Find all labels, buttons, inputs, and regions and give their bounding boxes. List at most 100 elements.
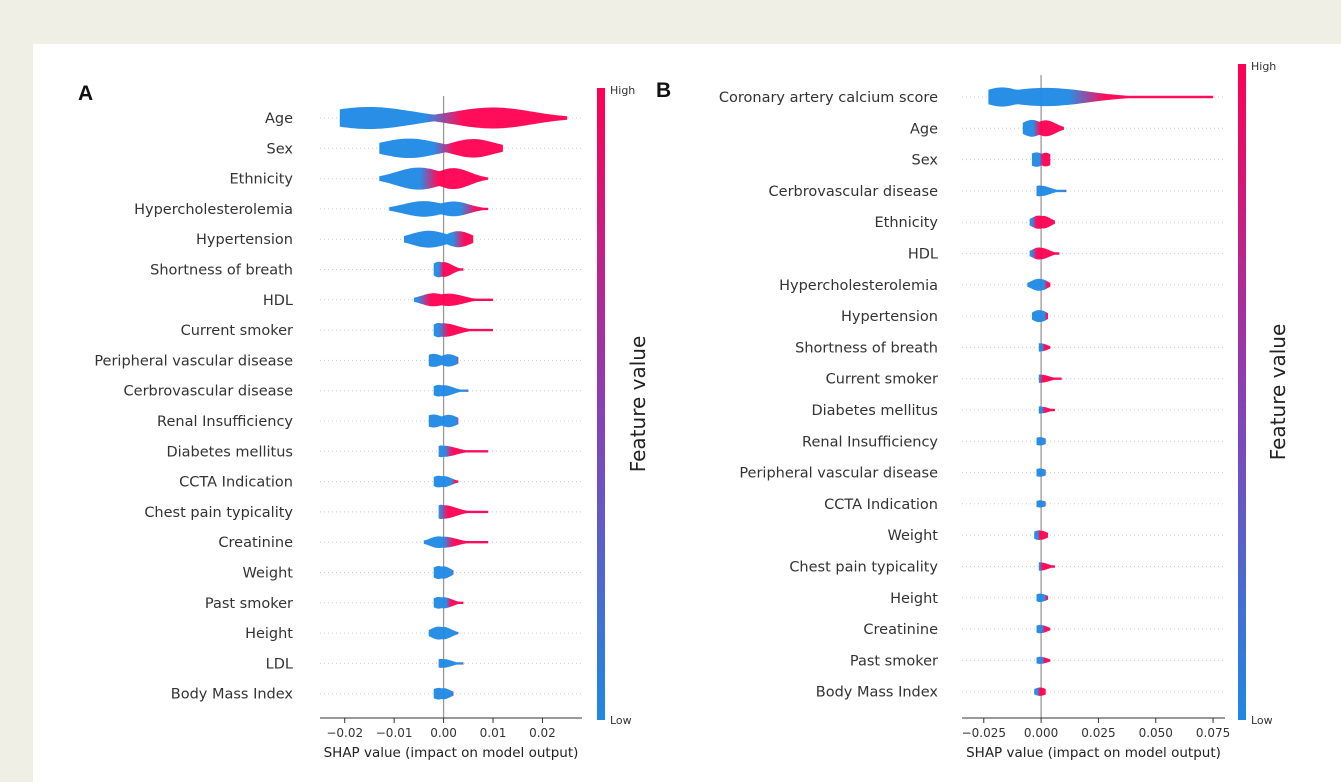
feature-label: Height bbox=[245, 626, 293, 642]
violin-shape bbox=[1034, 530, 1048, 540]
x-tick-label: 0.075 bbox=[1196, 726, 1230, 740]
violin-shape bbox=[428, 414, 459, 428]
x-tick-label: 0.050 bbox=[1139, 726, 1173, 740]
panel-b: B Coronary artery calcium score Age Sex Cerb… bbox=[656, 60, 1290, 761]
colorbar bbox=[597, 88, 605, 720]
violin-shape bbox=[1036, 185, 1067, 197]
violin-row: Hypercholesterolemia bbox=[779, 278, 1051, 294]
violin-row: Creatinine bbox=[218, 535, 489, 551]
violin-row: HDL bbox=[263, 293, 493, 309]
violin-shape bbox=[379, 138, 503, 158]
violin-row: Past smoker bbox=[205, 596, 464, 612]
feature-label: Chest pain typicality bbox=[144, 505, 293, 521]
x-tick-label: −0.02 bbox=[326, 726, 363, 740]
x-axis-label: SHAP value (impact on model output) bbox=[324, 745, 579, 761]
feature-label: Peripheral vascular disease bbox=[739, 466, 938, 482]
violin-row: Age bbox=[265, 107, 568, 129]
feature-label: Shortness of breath bbox=[795, 340, 938, 356]
panel-letter: A bbox=[78, 82, 93, 105]
feature-label: HDL bbox=[908, 247, 938, 263]
colorbar-low-label: Low bbox=[610, 714, 632, 727]
violin-row: Diabetes mellitus bbox=[811, 403, 1055, 419]
violin-shape bbox=[433, 596, 464, 609]
colorbar-high-label: High bbox=[610, 84, 635, 97]
feature-label: Sex bbox=[267, 141, 294, 157]
violin-row: Cerbrovascular disease bbox=[769, 184, 1067, 200]
violin-shape bbox=[433, 687, 454, 700]
feature-label: CCTA Indication bbox=[824, 497, 938, 513]
violin-row: Renal Insufficiency bbox=[802, 434, 1046, 450]
feature-label: Creatinine bbox=[863, 622, 938, 638]
x-tick-label: 0.02 bbox=[529, 726, 556, 740]
violin-shape bbox=[433, 323, 493, 338]
violin-row: Peripheral vascular disease bbox=[739, 466, 1046, 482]
violin-shape bbox=[1029, 215, 1055, 229]
violin-shape bbox=[389, 201, 489, 217]
violin-shape bbox=[438, 658, 464, 668]
violin-shape bbox=[1038, 562, 1055, 571]
violin-row: Peripheral vascular disease bbox=[94, 353, 459, 369]
violin-row: Ethnicity bbox=[874, 215, 1055, 231]
violin-row: Hypercholesterolemia bbox=[134, 201, 489, 218]
violin-row: Weight bbox=[242, 566, 454, 582]
feature-label: Cerbrovascular disease bbox=[124, 384, 294, 400]
violin-shape bbox=[1031, 310, 1048, 323]
violin-row: Hypertension bbox=[196, 230, 474, 248]
feature-label: Hypertension bbox=[841, 309, 938, 325]
feature-label: Body Mass Index bbox=[171, 687, 294, 703]
violin-row: Sex bbox=[912, 152, 1051, 169]
violin-row: HDL bbox=[908, 247, 1060, 263]
colorbar-title: Feature value bbox=[1266, 324, 1290, 461]
x-tick-label: 0.00 bbox=[430, 726, 457, 740]
violin-shape bbox=[423, 536, 489, 548]
feature-label: Height bbox=[890, 591, 938, 607]
violin-row: Current smoker bbox=[181, 323, 493, 339]
feature-label: CCTA Indication bbox=[179, 475, 293, 491]
feature-label: HDL bbox=[263, 293, 293, 309]
violin-shape bbox=[1036, 593, 1048, 602]
violin-shape bbox=[379, 167, 489, 190]
violin-row: Current smoker bbox=[826, 372, 1062, 388]
violin-row: Renal Insufficiency bbox=[157, 414, 459, 430]
violin-row: Shortness of breath bbox=[795, 340, 1051, 356]
violin-shape bbox=[1038, 343, 1051, 352]
violin-row: Hypertension bbox=[841, 309, 1048, 325]
feature-label: Cerbrovascular disease bbox=[769, 184, 939, 200]
violin-row: Past smoker bbox=[850, 653, 1051, 669]
x-tick-label: 0.01 bbox=[480, 726, 507, 740]
violin-shape bbox=[1036, 468, 1046, 477]
feature-label: Weight bbox=[242, 566, 293, 582]
violin-row: Age bbox=[910, 119, 1064, 137]
x-tick-label: 0.025 bbox=[1081, 726, 1115, 740]
feature-label: Age bbox=[910, 121, 938, 137]
violin-row: CCTA Indication bbox=[179, 475, 459, 491]
violin-shape bbox=[433, 566, 454, 579]
violin-row: Cerbrovascular disease bbox=[124, 384, 469, 400]
feature-label: Peripheral vascular disease bbox=[94, 353, 293, 369]
feature-label: Hypertension bbox=[196, 232, 293, 248]
violin-row: LDL bbox=[266, 656, 464, 672]
violin-shape bbox=[1022, 119, 1064, 137]
violin-shape bbox=[1038, 406, 1055, 414]
violin-shape bbox=[428, 353, 459, 367]
violin-row: Body Mass Index bbox=[171, 687, 454, 703]
feature-label: Past smoker bbox=[850, 653, 938, 669]
violin-shape bbox=[1036, 656, 1051, 664]
violin-shape bbox=[1034, 687, 1046, 696]
violin-shape bbox=[1036, 437, 1046, 446]
violin-shape bbox=[438, 504, 489, 520]
feature-label: Ethnicity bbox=[874, 215, 938, 231]
violin-shape bbox=[433, 384, 469, 397]
feature-label: Renal Insufficiency bbox=[157, 414, 293, 430]
colorbar bbox=[1238, 64, 1246, 720]
violin-shape bbox=[1031, 152, 1051, 167]
violin-row: Body Mass Index bbox=[816, 685, 1046, 701]
violin-row: Creatinine bbox=[863, 622, 1051, 638]
violin-shape bbox=[404, 230, 474, 248]
violin-row: Ethnicity bbox=[229, 167, 489, 190]
feature-label: Shortness of breath bbox=[150, 263, 293, 279]
violin-row: Height bbox=[245, 626, 459, 642]
colorbar-title: Feature value bbox=[626, 336, 650, 473]
feature-label: Diabetes mellitus bbox=[811, 403, 938, 419]
